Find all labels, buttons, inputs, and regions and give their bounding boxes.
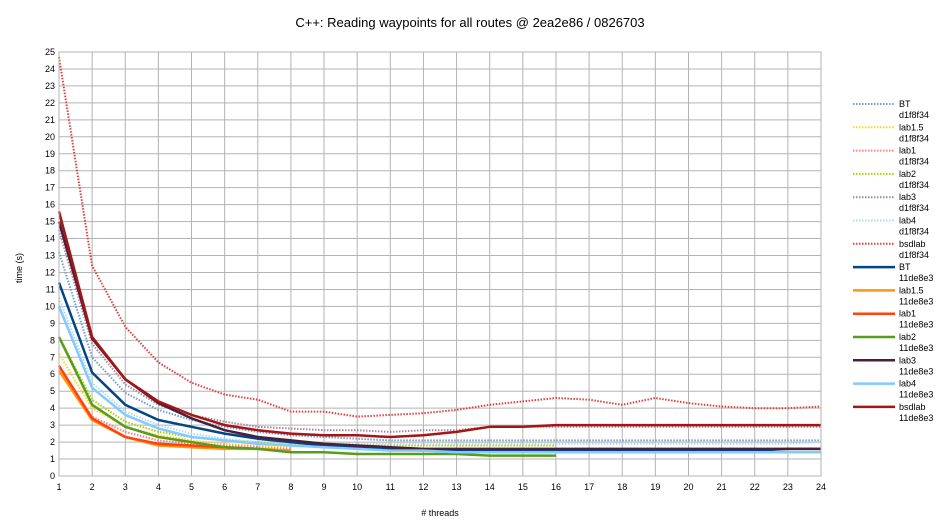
legend-label: lab4 (899, 379, 916, 389)
legend-sublabel: 11de8e3 (899, 273, 933, 283)
legend-label: bsdlab (899, 402, 926, 412)
legend-label: BT (899, 262, 911, 272)
x-tick-label: 17 (584, 482, 594, 492)
y-tick-label: 4 (50, 403, 55, 413)
legend-sublabel: d1f8f34 (899, 227, 929, 237)
legend-sublabel: 11de8e3 (899, 343, 933, 353)
legend-label: lab3 (899, 192, 916, 202)
y-tick-label: 1 (50, 454, 55, 464)
legend-sublabel: d1f8f34 (899, 180, 929, 190)
y-tick-label: 22 (45, 98, 55, 108)
y-tick-label: 14 (45, 234, 55, 244)
x-tick-label: 7 (255, 482, 260, 492)
x-tick-label: 23 (783, 482, 793, 492)
y-tick-label: 11 (46, 284, 55, 294)
grid (58, 51, 822, 477)
series-line-lab4-11de8e3 (57, 305, 821, 454)
y-tick-label: 5 (50, 386, 55, 396)
legend-label: BT (899, 99, 911, 109)
series-line-lab3-11de8e3 (57, 221, 821, 451)
y-tick-label: 6 (50, 369, 55, 379)
y-tick-label: 25 (45, 47, 55, 57)
legend-label: lab2 (899, 332, 916, 342)
x-tick-label: 15 (518, 482, 528, 492)
x-tick-label: 19 (650, 482, 660, 492)
series-line-lab3-d1f8f34 (58, 229, 821, 433)
series-line-lab2-11de8e3 (57, 336, 556, 457)
y-tick-label: 16 (45, 200, 55, 210)
axes: 0123456789101112131415161718192021222324… (45, 47, 826, 492)
legend: BTd1f8f34lab1.5d1f8f34lab1d1f8f34lab2d1f… (853, 99, 933, 423)
x-tick-label: 12 (418, 482, 428, 492)
x-tick-label: 2 (90, 482, 95, 492)
legend-label: lab3 (899, 355, 916, 365)
x-tick-label: 24 (816, 482, 826, 492)
y-tick-label: 3 (50, 420, 55, 430)
x-tick-label: 20 (683, 482, 693, 492)
legend-label: lab1.5 (899, 122, 924, 132)
y-tick-label: 15 (45, 217, 55, 227)
legend-sublabel: d1f8f34 (899, 250, 929, 260)
legend-sublabel: 11de8e3 (899, 413, 933, 423)
legend-sublabel: d1f8f34 (899, 157, 929, 167)
y-tick-label: 23 (45, 81, 55, 91)
legend-sublabel: 11de8e3 (899, 296, 933, 306)
chart-title: C++: Reading waypoints for all routes @ … (295, 15, 644, 30)
y-tick-label: 17 (45, 183, 55, 193)
y-tick-label: 19 (45, 149, 55, 159)
y-tick-label: 7 (50, 352, 55, 362)
series-line-lab1-5-d1f8f34 (58, 353, 291, 449)
y-tick-label: 12 (45, 267, 55, 277)
y-tick-label: 8 (50, 335, 55, 345)
x-tick-label: 6 (222, 482, 227, 492)
x-tick-label: 3 (123, 482, 128, 492)
x-tick-label: 16 (551, 482, 561, 492)
legend-label: bsdlab (899, 239, 926, 249)
y-tick-label: 20 (45, 132, 55, 142)
y-tick-label: 10 (45, 301, 55, 311)
legend-sublabel: d1f8f34 (899, 203, 929, 213)
x-tick-label: 14 (485, 482, 495, 492)
y-tick-label: 2 (50, 437, 55, 447)
x-tick-label: 9 (322, 482, 327, 492)
x-tick-label: 4 (156, 482, 161, 492)
series-layer (57, 56, 822, 457)
legend-sublabel: 11de8e3 (899, 390, 933, 400)
legend-sublabel: 11de8e3 (899, 320, 933, 330)
legend-label: lab1 (899, 146, 916, 156)
series-line-bsdlab-d1f8f34 (58, 56, 822, 418)
x-tick-label: 5 (189, 482, 194, 492)
x-tick-label: 18 (617, 482, 627, 492)
legend-label: lab2 (899, 169, 916, 179)
y-tick-label: 9 (50, 318, 55, 328)
legend-sublabel: d1f8f34 (899, 133, 929, 143)
x-tick-label: 22 (750, 482, 760, 492)
legend-label: lab1 (899, 309, 916, 319)
legend-label: lab4 (899, 216, 916, 226)
y-tick-label: 0 (50, 471, 55, 481)
x-tick-label: 21 (717, 482, 727, 492)
series-line-lab4-d1f8f34 (58, 297, 822, 445)
x-axis-label: # threads (421, 508, 459, 518)
x-tick-label: 13 (452, 482, 462, 492)
x-tick-label: 11 (386, 482, 395, 492)
y-tick-label: 24 (45, 64, 55, 74)
y-tick-label: 21 (45, 115, 55, 125)
legend-sublabel: d1f8f34 (899, 110, 929, 120)
series-line-bsdlab-11de8e3 (57, 211, 821, 439)
legend-sublabel: 11de8e3 (899, 366, 933, 376)
y-tick-label: 13 (45, 251, 55, 261)
y-axis-label: time (s) (14, 253, 24, 283)
y-tick-label: 18 (45, 166, 55, 176)
x-tick-label: 1 (56, 482, 61, 492)
x-tick-label: 10 (352, 482, 362, 492)
legend-label: lab1.5 (899, 285, 924, 295)
x-tick-label: 8 (288, 482, 293, 492)
series-line-bt-d1f8f34 (58, 251, 821, 442)
plot-frame (58, 51, 822, 477)
